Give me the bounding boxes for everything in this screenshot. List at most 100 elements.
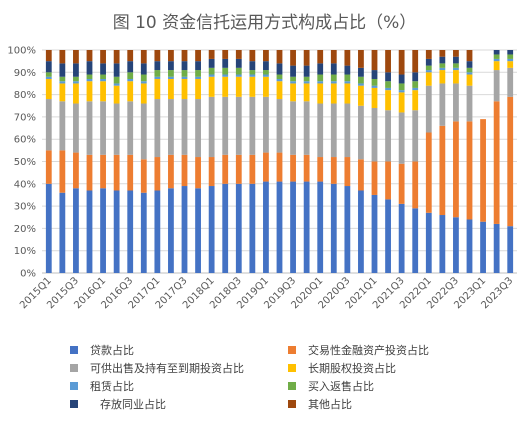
bar-segment-2019Q2-s2 [276, 99, 283, 153]
bar-segment-2019Q2-s6 [276, 63, 283, 75]
bar-segment-2023Q3-s1 [507, 96, 514, 227]
bar-segment-2016Q1-s7 [100, 50, 106, 64]
bar-segment-2018Q2-s2 [222, 96, 229, 155]
bar-segment-2021Q2-s2 [385, 110, 391, 162]
bar-segment-2016Q4-s1 [140, 159, 147, 193]
bar-segment-2015Q3-s1 [73, 152, 79, 189]
bar-segment-2021Q3-s6 [398, 74, 405, 84]
bar-segment-2015Q4-s4 [86, 78, 93, 82]
bar-segment-2023Q3-s5 [507, 54, 514, 59]
bar-segment-2022Q2-s2 [439, 83, 446, 126]
bar-segment-2019Q4-s2 [303, 101, 310, 155]
bar-segment-2021Q2-s0 [385, 199, 391, 273]
bar-segment-2019Q3-s2 [290, 101, 296, 155]
bar-segment-2015Q1-s4 [45, 76, 52, 79]
bar-segment-2016Q1-s0 [100, 188, 106, 273]
bar-segment-2023Q3-s3 [507, 61, 514, 68]
bar-segment-2019Q2-s4 [276, 78, 283, 82]
bar-segment-2023Q2-s1 [493, 101, 500, 224]
bar-segment-2018Q2-s1 [222, 154, 229, 184]
bar-segment-2017Q4-s0 [195, 188, 201, 273]
bar-segment-2018Q4-s6 [249, 61, 256, 71]
bar-segment-2020Q1-s1 [317, 157, 324, 182]
bar-segment-2016Q1-s3 [100, 81, 106, 102]
bar-segment-2019Q1-s4 [263, 74, 269, 77]
bar-segment-2020Q3-s1 [344, 157, 351, 187]
y-tick-label: 50% [14, 157, 36, 168]
bar-segment-2021Q3-s1 [398, 163, 405, 204]
bar-segment-2015Q2-s6 [59, 63, 66, 77]
bar-segment-2022Q2-s6 [439, 56, 446, 64]
bar-segment-2020Q4-s6 [358, 67, 364, 77]
bar-segment-2019Q2-s7 [276, 50, 283, 64]
bar-segment-2017Q2-s3 [168, 78, 174, 100]
bar-segment-2022Q2-s3 [439, 70, 446, 84]
bar-segment-2018Q1-s7 [208, 50, 215, 59]
bar-segment-2020Q2-s3 [330, 83, 337, 104]
bar-segment-2017Q4-s1 [195, 157, 201, 189]
bar-segment-2017Q2-s7 [168, 50, 174, 62]
bar-segment-2016Q4-s5 [140, 74, 147, 82]
bar-segment-2022Q3-s2 [453, 83, 459, 122]
bar-segment-2019Q1-s6 [263, 61, 269, 71]
bar-segment-2016Q4-s2 [140, 103, 147, 160]
y-tick-label: 30% [14, 202, 36, 213]
bar-segment-2021Q1-s3 [371, 87, 378, 108]
bar-segment-2016Q1-s5 [100, 74, 106, 79]
bar-segment-2018Q3-s0 [235, 183, 242, 273]
bar-segment-2016Q3-s5 [127, 72, 134, 79]
bar-segment-2019Q3-s4 [290, 81, 296, 84]
bar-segment-2016Q2-s7 [113, 50, 120, 64]
bar-segment-2019Q1-s5 [263, 70, 269, 75]
bar-segment-2017Q3-s4 [181, 76, 188, 79]
bar-segment-2023Q2-s2 [493, 70, 500, 102]
bar-segment-2015Q2-s2 [59, 101, 66, 151]
bar-segment-2015Q3-s2 [73, 103, 79, 153]
bar-segment-2018Q2-s5 [222, 67, 229, 75]
bar-segment-2020Q2-s5 [330, 74, 337, 82]
y-tick-label: 20% [14, 224, 36, 235]
bar-segment-2019Q4-s3 [303, 83, 310, 102]
bar-segment-2019Q1-s7 [263, 50, 269, 62]
bar-segment-2016Q4-s4 [140, 81, 147, 84]
bar-segment-2018Q4-s5 [249, 70, 256, 75]
bar-segment-2015Q3-s0 [73, 188, 79, 273]
bar-segment-2020Q2-s4 [330, 81, 337, 84]
bar-segment-2020Q4-s0 [358, 190, 364, 273]
bar-segment-2016Q4-s7 [140, 50, 147, 64]
y-tick-label: 0% [20, 269, 36, 280]
bar-segment-2021Q2-s5 [385, 81, 391, 88]
bar-segment-2017Q3-s2 [181, 99, 188, 155]
bar-segment-2021Q3-s2 [398, 112, 405, 164]
bar-segment-2021Q1-s0 [371, 194, 378, 273]
bar-segment-2015Q1-s6 [45, 61, 52, 73]
bar-segment-2022Q4-s3 [466, 74, 473, 86]
bar-segment-2018Q3-s3 [235, 76, 242, 97]
bar-segment-2018Q1-s3 [208, 76, 215, 97]
bar-segment-2019Q2-s1 [276, 152, 283, 182]
bar-segment-2022Q3-s5 [453, 63, 459, 68]
bar-segment-2015Q4-s5 [86, 74, 93, 79]
bar-segment-2017Q3-s3 [181, 78, 188, 100]
bar-segment-2020Q4-s7 [358, 50, 364, 68]
bar-segment-2018Q1-s5 [208, 67, 215, 75]
bar-segment-2021Q3-s5 [398, 83, 405, 91]
bar-segment-2020Q4-s2 [358, 105, 364, 160]
bar-segment-2015Q2-s4 [59, 81, 66, 84]
bar-segment-2022Q1-s2 [425, 85, 432, 133]
bar-segment-2021Q4-s5 [412, 81, 419, 88]
bar-segment-2020Q3-s2 [344, 103, 351, 158]
bar-segment-2020Q3-s3 [344, 83, 351, 104]
bar-segment-2022Q1-s4 [425, 70, 432, 73]
bar-segment-2023Q2-s5 [493, 54, 500, 59]
bar-segment-2015Q2-s7 [59, 50, 66, 64]
bar-segment-2022Q2-s4 [439, 67, 446, 71]
bar-segment-2017Q4-s6 [195, 61, 201, 71]
bar-segment-2020Q1-s5 [317, 74, 324, 82]
bar-segment-2018Q2-s6 [222, 58, 229, 68]
bar-segment-2017Q2-s0 [168, 188, 174, 273]
y-tick-label: 40% [14, 179, 36, 190]
bar-segment-2022Q2-s1 [439, 125, 446, 216]
bar-segment-2020Q1-s4 [317, 81, 324, 84]
bar-segment-2018Q1-s1 [208, 157, 215, 187]
